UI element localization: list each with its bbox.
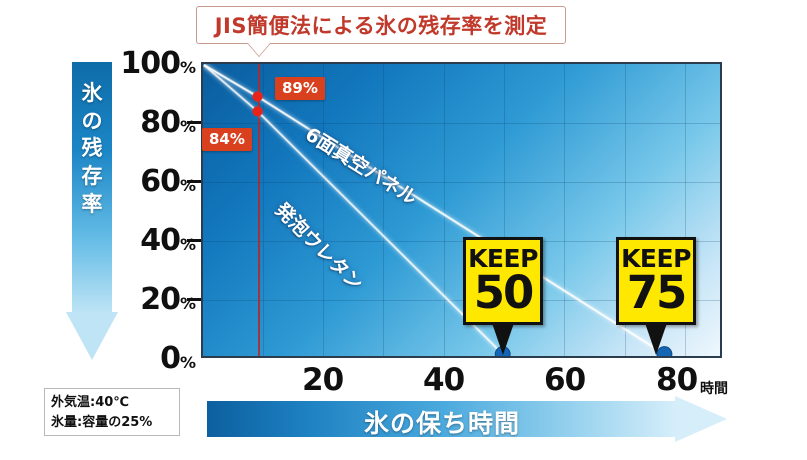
y-axis-label-char-1: の (81, 108, 103, 133)
grid-line-vertical (564, 64, 565, 356)
data-point-marker-84 (252, 106, 263, 117)
y-tick-pct-100: % (179, 58, 196, 77)
keep-badge-75-label: KEEP (621, 244, 691, 274)
conditions-note-box: 外気温:40℃ 氷量:容量の25% (44, 388, 180, 436)
x-tick-label-20: 20 (302, 362, 344, 398)
keep-badge-75-value: 75 (626, 265, 688, 319)
y-tick-value-60: 60 (140, 164, 181, 199)
x-axis-arrow-label: 氷の保ち時間 (363, 409, 520, 438)
y-tick-value-40: 40 (140, 223, 181, 258)
vertical-reference-line (258, 64, 260, 356)
note-line-temperature: 外気温:40℃ (51, 395, 130, 410)
grid-line-horizontal (203, 123, 720, 124)
y-axis-arrow-label: 氷 の 残 存 率 (66, 80, 118, 219)
y-tick-mark-40 (187, 239, 202, 242)
grid-line-horizontal (203, 241, 720, 242)
x-axis-unit-label: 時間 (700, 381, 728, 397)
y-tick-pct-40: % (179, 235, 196, 254)
y-axis-arrow-head-icon (66, 312, 118, 360)
y-tick-label-0: 0% (118, 341, 196, 376)
y-tick-value-0: 0 (160, 341, 181, 376)
y-tick-pct-0: % (179, 353, 196, 372)
y-tick-label-40: 40% (118, 223, 196, 258)
series-line-urethane-foam (203, 64, 504, 356)
grid-line-vertical (625, 64, 626, 356)
y-tick-label-80: 80% (118, 105, 196, 140)
x-tick-label-80: 80 (656, 362, 698, 398)
data-point-marker-89 (252, 91, 263, 102)
keep-badge-50-label: KEEP (468, 244, 538, 274)
y-tick-mark-20 (187, 298, 202, 301)
y-tick-pct-60: % (179, 176, 196, 195)
y-tick-pct-80: % (179, 117, 196, 136)
grid-line-vertical (504, 64, 505, 356)
y-axis-label-char-2: 残 (81, 136, 103, 161)
grid-line-horizontal (203, 182, 720, 183)
y-axis-label-char-4: 率 (81, 191, 103, 216)
grid-line-horizontal (203, 300, 720, 301)
keep-badge-50-value: 50 (473, 265, 535, 319)
y-tick-value-100: 100 (120, 46, 181, 81)
x-axis-arrow-bar (207, 401, 677, 437)
grid-lines (203, 64, 720, 356)
y-tick-mark-80 (187, 121, 202, 124)
y-tick-pct-20: % (179, 294, 196, 313)
keep-badge-50: KEEP 50 (463, 237, 543, 325)
y-axis-arrow: 氷 の 残 存 率 (66, 62, 118, 362)
y-axis-label-char-3: 存 (81, 164, 103, 189)
y-tick-label-20: 20% (118, 282, 196, 317)
y-tick-label-60: 60% (118, 164, 196, 199)
plot-area: 6面真空パネル 発泡ウレタン 89% 84% (201, 62, 722, 358)
title-callout: JIS簡便法による氷の残存率を測定 (196, 6, 566, 44)
keep-badge-75-pointer-icon (645, 323, 667, 355)
y-axis-arrow-bar (72, 62, 112, 314)
x-tick-label-40: 40 (423, 362, 465, 398)
y-axis-label-char-0: 氷 (81, 81, 103, 105)
title-callout-tail (248, 43, 270, 56)
grid-line-vertical (685, 64, 686, 356)
x-axis-arrow: 氷の保ち時間 (207, 396, 727, 442)
value-badge-84: 84% (202, 128, 252, 151)
keep-badge-50-pointer-icon (492, 323, 514, 355)
y-tick-mark-60 (187, 180, 202, 183)
y-tick-value-20: 20 (140, 282, 181, 317)
y-tick-label-100: 100% (118, 46, 196, 81)
keep-badge-75: KEEP 75 (616, 237, 696, 325)
page-title: JIS簡便法による氷の残存率を測定 (214, 14, 548, 38)
x-tick-label-60: 60 (544, 362, 586, 398)
y-tick-value-80: 80 (140, 105, 181, 140)
grid-line-vertical (263, 64, 264, 356)
grid-line-vertical (383, 64, 384, 356)
note-line-ice-volume: 氷量:容量の25% (51, 415, 153, 431)
x-axis-arrow-head-icon (675, 396, 727, 442)
grid-line-vertical (444, 64, 445, 356)
grid-line-vertical (323, 64, 324, 356)
value-badge-89: 89% (275, 77, 325, 100)
